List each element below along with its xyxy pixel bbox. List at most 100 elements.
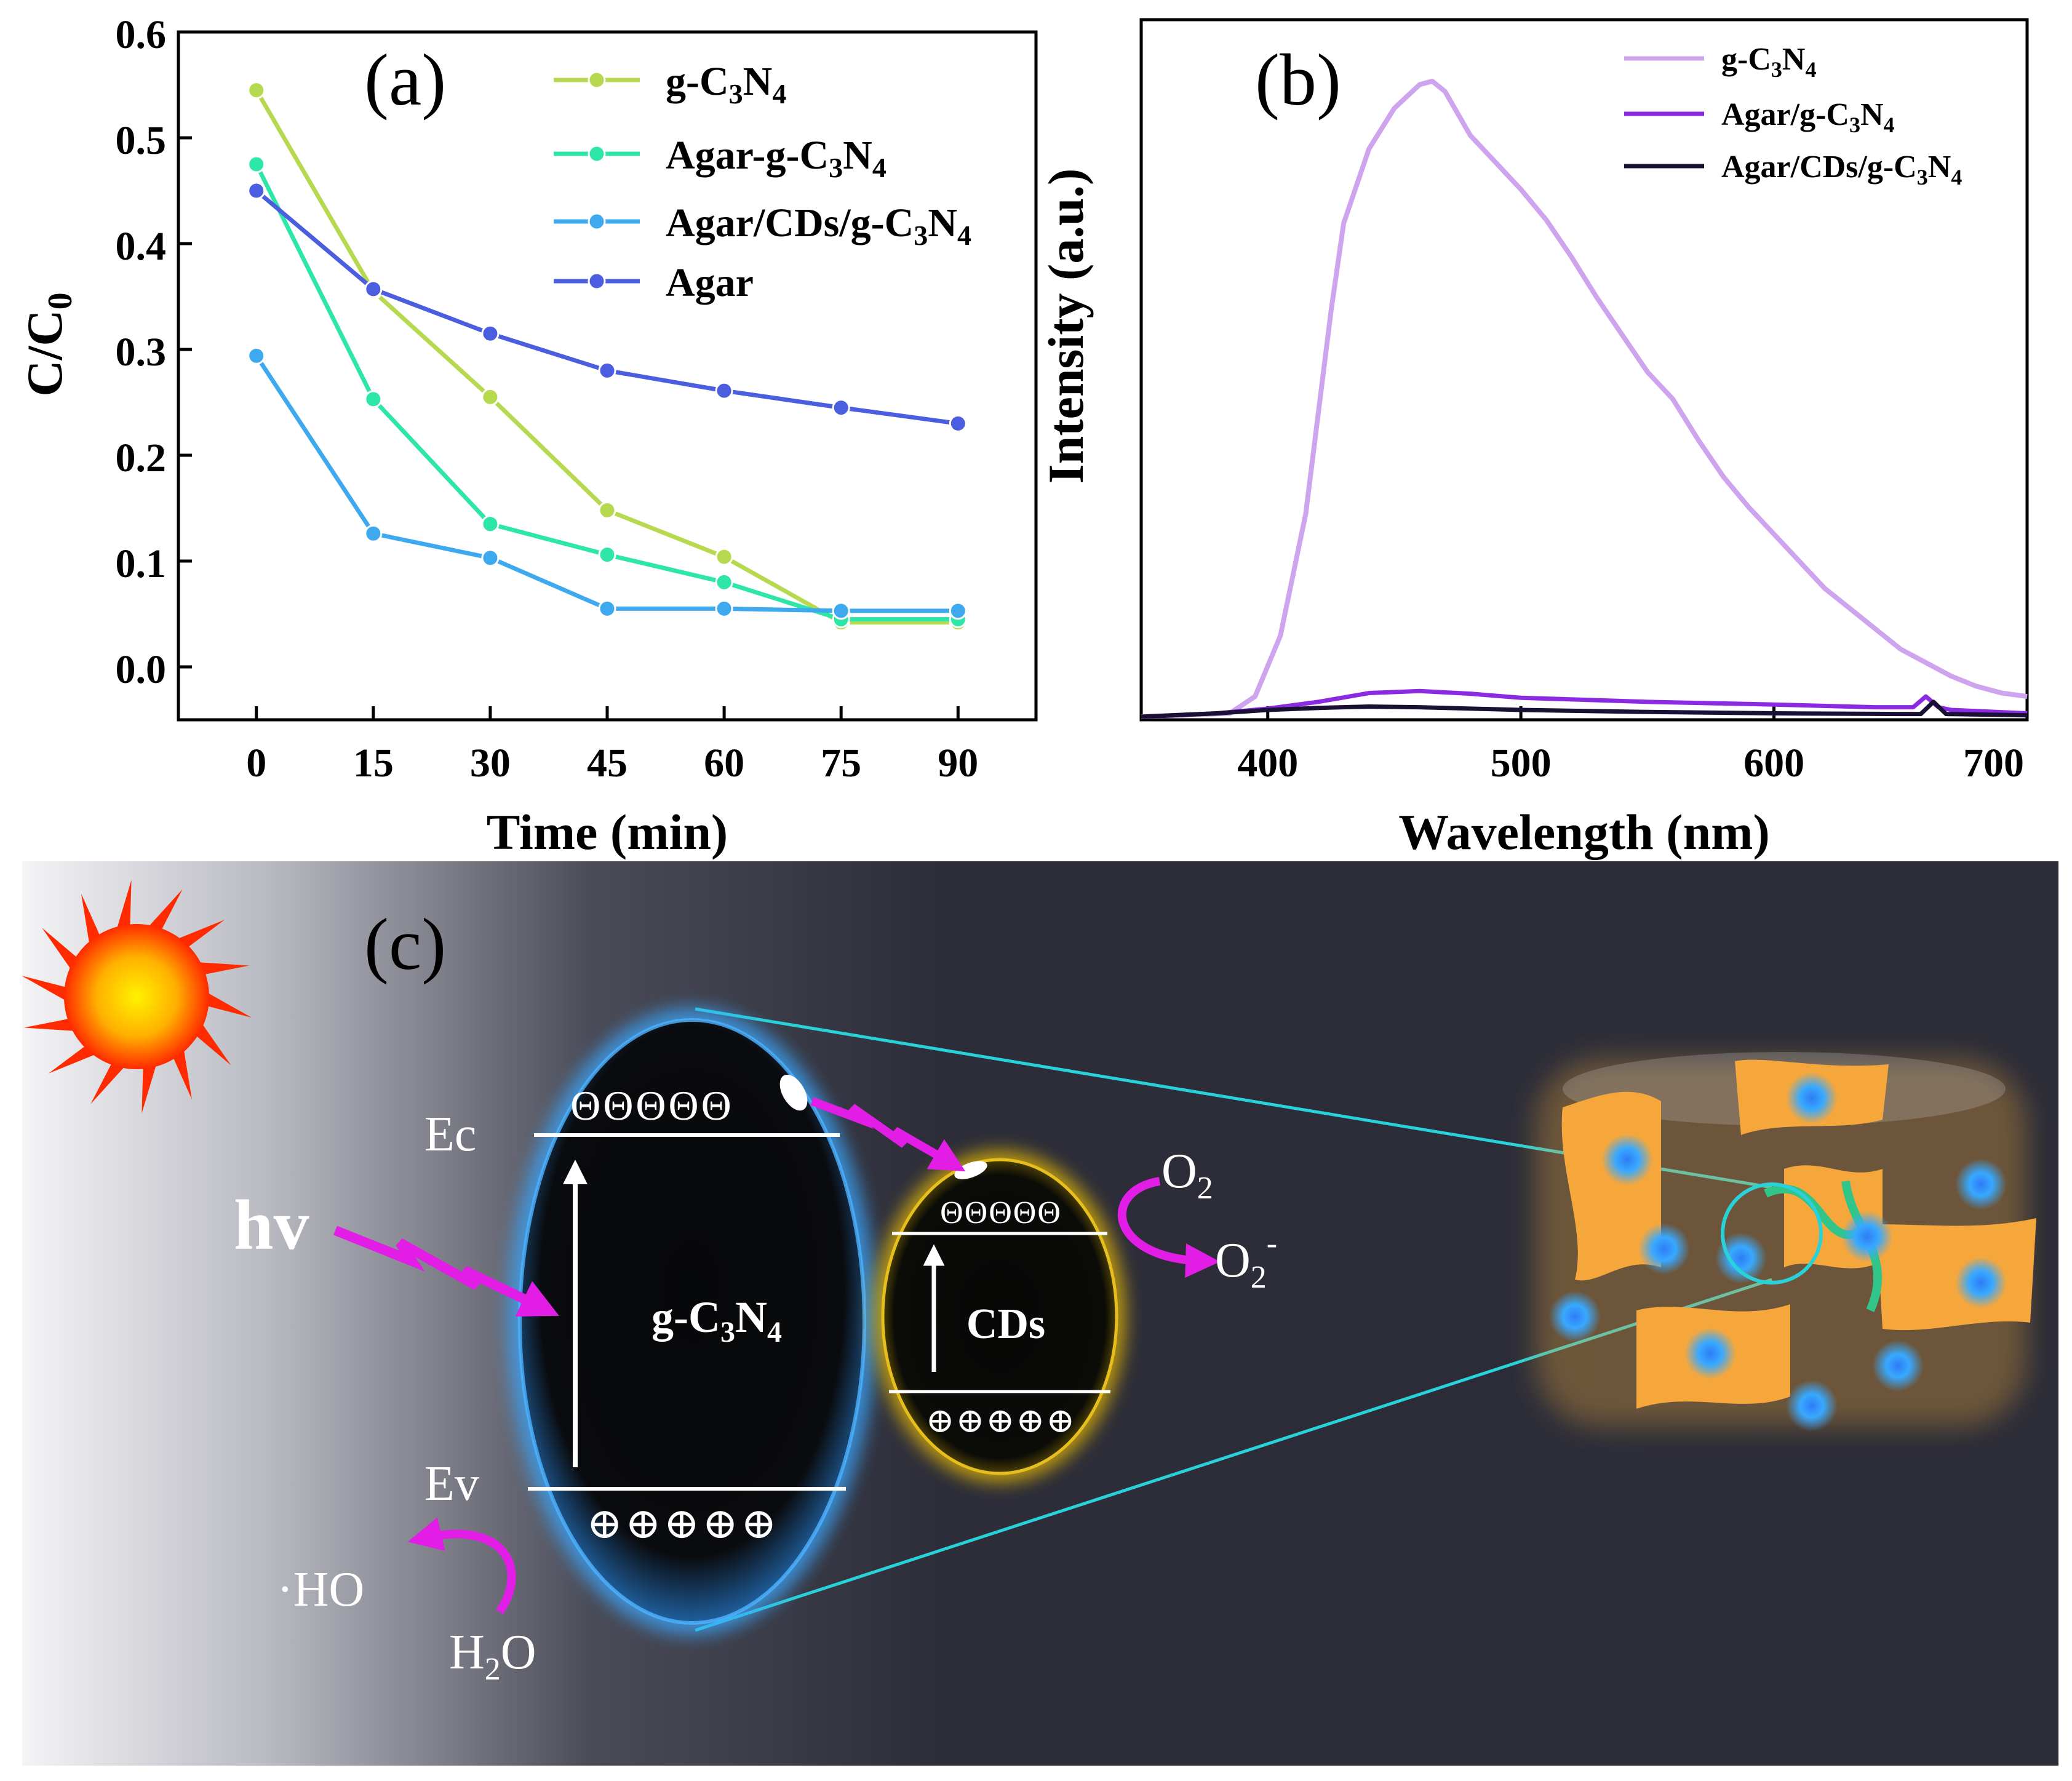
cds-holes: ⊕⊕⊕⊕⊕ [926,1402,1077,1440]
a-ytick-label: 0.0 [116,647,167,692]
panel-a-chart: 0.00.10.20.30.40.50.6 0 15 30 45 60 75 90 (a) … [17,12,1038,860]
electron-transfer-arrow [810,1097,966,1172]
a-ytick-label: 0.3 [116,330,167,375]
a-series-point-2 [598,599,616,618]
b-xtick-label: 500 [1491,741,1552,786]
cds-electron-highlight [954,1161,987,1179]
a-series-point-3 [832,399,850,417]
b-legend-label: Agar/CDs/g-C3N4 [1721,149,1962,189]
panel-a-legend: g-C3N4 Agar-g-C3N4 Agar/CDs/g-C3N4 Agar [554,59,971,305]
water-label: H2O [449,1625,536,1687]
a-series-point-1 [247,155,266,173]
sun-ray [141,1057,159,1114]
ev-label: Ev [424,1457,479,1511]
a-xtick-label: 15 [353,741,394,786]
b-xtick-label: 700 [1963,741,2024,786]
g-c3n4-particle: ΘΘΘΘΘ ⊕⊕⊕⊕⊕ g-C3N4 [508,1008,877,1635]
a-series-point-3 [247,181,266,200]
a-series-point-2 [715,599,733,618]
carbon-dot [1955,1158,2007,1210]
oxygen-reduction-arrow [1117,1177,1220,1278]
a-series-point-1 [364,390,383,408]
sun-ray [90,1057,130,1104]
panel-a-x-ticks: 0 15 30 45 60 75 90 [246,706,978,786]
a-series-point-3 [715,381,733,400]
a-series-point-2 [247,346,266,365]
gcn-electrons: ΘΘΘΘΘ [570,1082,734,1129]
a-ytick-label: 0.1 [116,541,167,586]
panel-a-ylabel-main: C/C [17,309,73,396]
panel-a-label: (a) [364,39,446,121]
a-ytick-label: 0.2 [116,436,167,480]
sun-ray [114,880,132,936]
o2-radical-label: O2- [1215,1226,1277,1295]
a-xtick-label: 30 [470,741,511,786]
carbon-dot [1786,1072,1838,1124]
cds-electrons: ΘΘΘΘΘ [940,1195,1062,1230]
panel-b-frame [1139,18,2029,722]
a-xtick-label: 0 [246,741,266,786]
water-oxidation-arrow [407,1517,516,1614]
b-series-line-0 [1141,79,2028,719]
composite-cylinder [1535,1052,2036,1432]
a-series-point-3 [481,324,500,343]
carbon-dot [1638,1223,1690,1275]
panel-c-schematic: (c) ΘΘΘΘΘ ⊕⊕⊕⊕⊕ g-C3 [22,861,2058,1766]
a-legend-label: Agar/CDs/g-C3N4 [666,201,971,251]
a-series-point-1 [481,515,500,533]
a-xtick-label: 75 [821,741,861,786]
o2-label: O2 [1162,1144,1213,1206]
a-series-point-1 [598,546,616,564]
a-series-point-3 [598,361,616,380]
carbon-dot [1786,1380,1838,1432]
a-ytick-label: 0.5 [116,118,167,163]
panel-a-series [247,81,967,632]
b-xtick-label: 400 [1237,741,1298,786]
cds-label: CDs [966,1301,1045,1348]
carbon-dot [1549,1291,1601,1342]
a-series-point-3 [364,280,383,298]
a-legend-label: g-C3N4 [666,59,786,110]
a-series-point-1 [715,573,733,591]
a-legend-marker [588,71,606,89]
gcn-holes: ⊕⊕⊕⊕⊕ [586,1500,779,1548]
panel-b-series [1141,79,2028,719]
a-series-point-0 [715,548,733,566]
sun-ray [191,962,250,976]
a-xtick-label: 60 [704,741,744,786]
a-legend-marker [588,272,606,290]
panel-a-xlabel: Time (min) [487,804,728,860]
carbon-dot [1601,1134,1653,1185]
ec-label: Ec [424,1107,476,1161]
hv-label: hv [234,1186,309,1265]
a-legend-label: Agar [666,260,754,305]
hydroxyl-radical-label: ·HO [277,1563,364,1617]
b-series-line-2 [1141,699,2028,719]
carbon-dot [1715,1232,1767,1284]
cds-particle: ΘΘΘΘΘ ⊕⊕⊕⊕⊕ CDs [874,1150,1126,1483]
a-series-point-0 [598,501,616,519]
a-xtick-label: 45 [587,741,628,786]
a-series-line-2 [254,354,958,613]
panel-a-y-ticks: 0.0 0.1 0.2 0.3 0.4 0.5 0.6 [116,12,192,692]
carbon-dot [1684,1328,1736,1379]
panel-a-ylabel: C/C0 [17,292,79,396]
sun-ray [23,1017,82,1032]
a-ytick-label: 0.6 [116,12,167,57]
a-series-point-0 [481,388,500,406]
carbon-dot [1872,1340,1924,1392]
panel-b-xlabel: Wavelength (nm) [1398,804,1770,860]
hv-light-arrow [333,1225,559,1317]
panel-b-x-ticks: 400 500 600 700 [1237,706,2029,786]
sun-ray [143,889,183,936]
carbon-dot [1955,1257,2007,1309]
panel-b-label: (b) [1255,39,1341,121]
gcn-label: g-C3N4 [651,1293,782,1349]
b-legend-label: Agar/g-C3N4 [1721,97,1895,137]
b-xtick-label: 600 [1743,741,1804,786]
a-legend-marker [588,212,606,231]
b-legend-label: g-C3N4 [1721,42,1816,82]
carbon-dot [1841,1211,1893,1262]
a-series-point-2 [481,549,500,567]
